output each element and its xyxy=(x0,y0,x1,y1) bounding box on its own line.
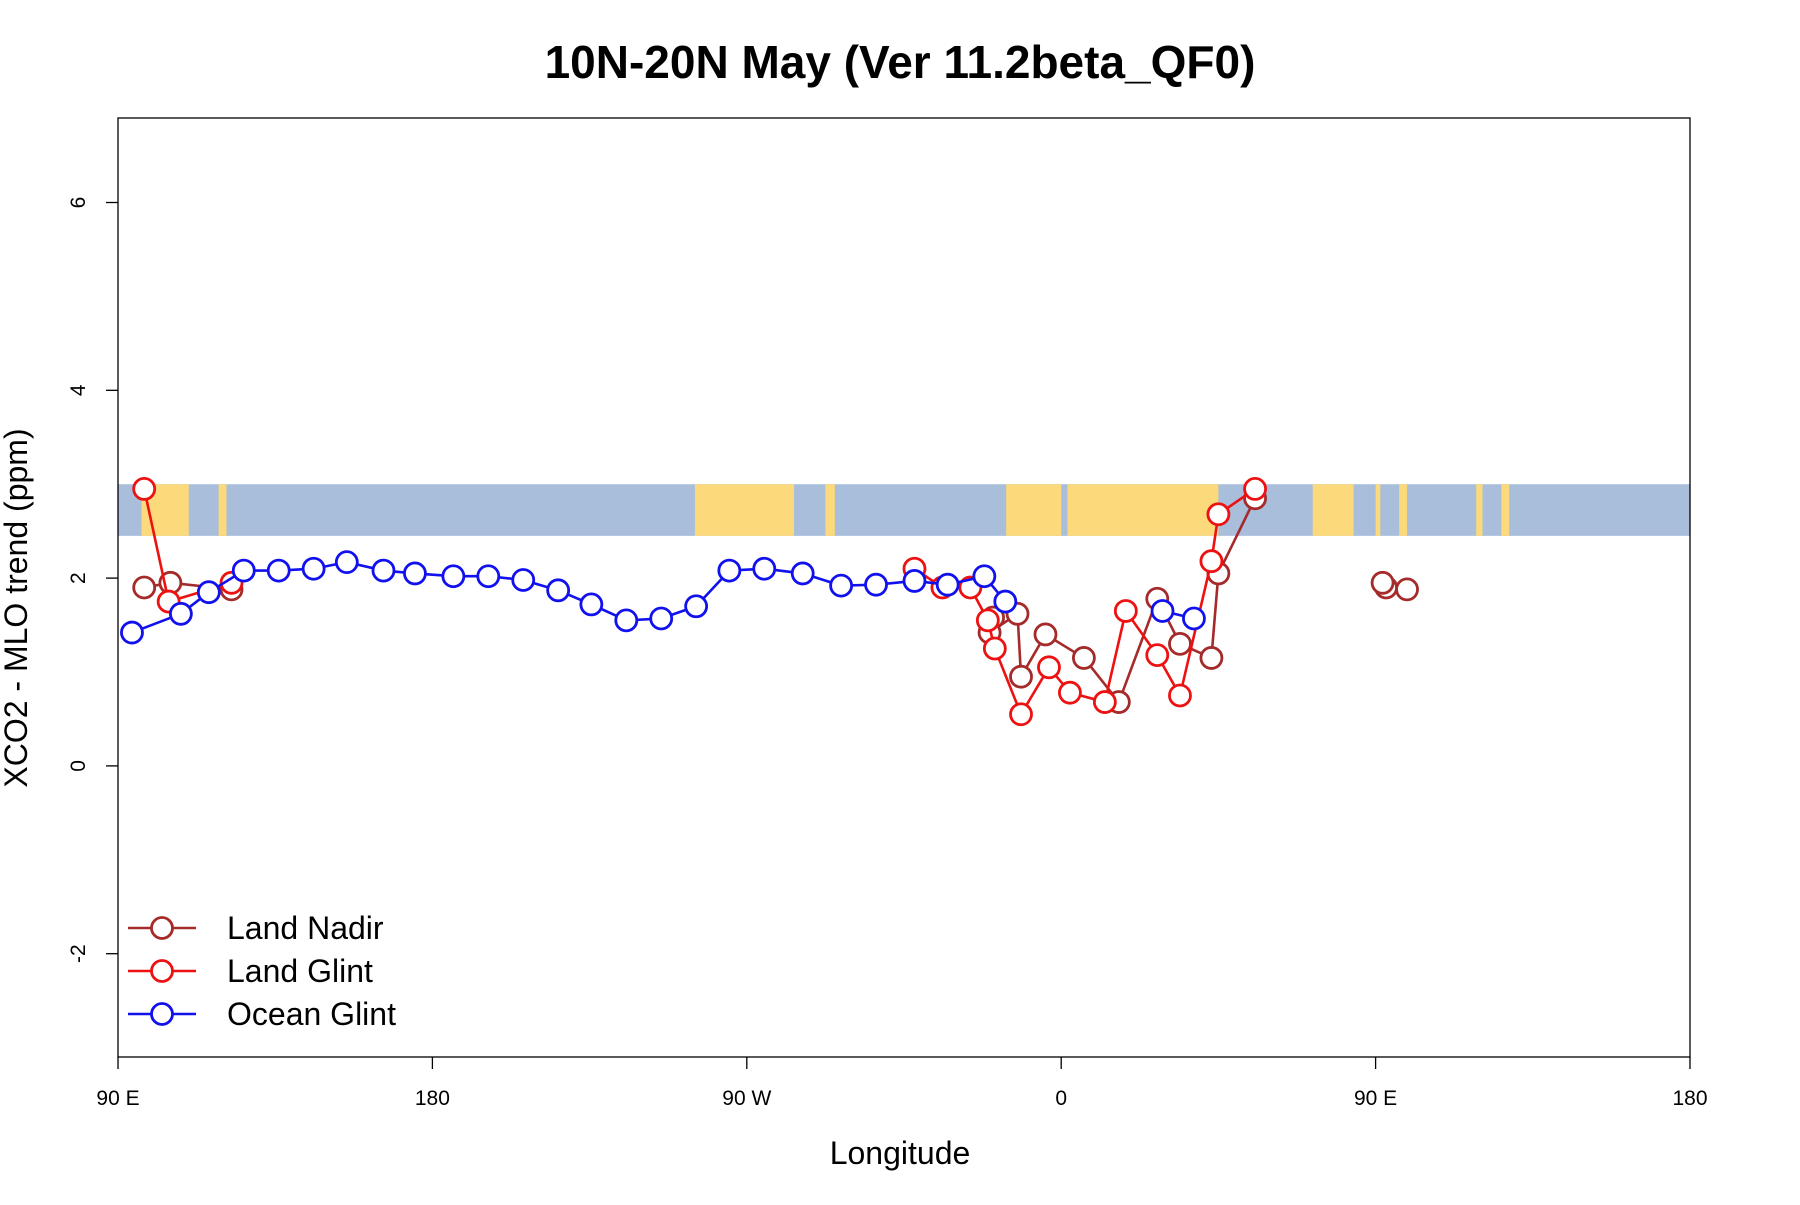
legend-marker xyxy=(150,1002,174,1026)
data-point xyxy=(1009,702,1033,727)
data-point xyxy=(752,556,777,581)
data-point xyxy=(1150,599,1175,623)
data-point xyxy=(231,558,256,583)
x-axis-label: Longitude xyxy=(830,1135,971,1171)
data-point xyxy=(972,564,997,589)
data-point xyxy=(476,564,501,589)
series-line-segment xyxy=(1210,573,1220,659)
y-tick-label: -2 xyxy=(67,944,90,963)
y-tick-label: 6 xyxy=(67,197,90,209)
data-point xyxy=(902,569,927,593)
y-tick-label: 4 xyxy=(67,384,90,396)
data-point xyxy=(649,606,674,631)
series-line-segment xyxy=(1217,497,1257,574)
y-tick-label: 0 xyxy=(67,760,90,772)
data-point xyxy=(579,592,604,617)
data-point xyxy=(1033,622,1058,647)
x-tick-label: 180 xyxy=(415,1087,450,1110)
data-point xyxy=(1395,577,1419,602)
data-point xyxy=(829,573,854,598)
data-point xyxy=(1182,606,1206,631)
data-point xyxy=(1199,549,1224,574)
data-point xyxy=(132,477,157,501)
map-band-land xyxy=(1312,484,1354,536)
map-band-ocean xyxy=(118,484,1690,536)
series-line-segment xyxy=(1103,610,1128,703)
series-line-segment xyxy=(142,488,170,602)
data-point xyxy=(196,580,221,605)
map-band-land xyxy=(1006,484,1062,536)
data-point xyxy=(975,608,1000,633)
map-band-land xyxy=(218,484,227,536)
data-point xyxy=(546,578,571,603)
data-point xyxy=(1145,643,1170,668)
data-point xyxy=(1009,664,1033,689)
data-point xyxy=(1037,655,1061,680)
data-point xyxy=(511,568,536,592)
x-tick-label: 0 xyxy=(1055,1087,1067,1110)
map-band-land xyxy=(1501,484,1510,536)
x-tick-label: 180 xyxy=(1672,1087,1707,1110)
plot-frame xyxy=(117,117,1691,1058)
data-point xyxy=(684,594,709,619)
map-band-land xyxy=(825,484,835,536)
data-point xyxy=(334,550,359,575)
data-point xyxy=(982,636,1007,661)
data-point xyxy=(266,558,291,583)
data-point xyxy=(371,558,396,583)
data-point xyxy=(403,561,427,586)
data-point xyxy=(1206,502,1231,527)
data-point xyxy=(1113,599,1138,623)
map-band-land xyxy=(1067,484,1219,536)
data-point xyxy=(717,558,742,583)
data-point xyxy=(1168,683,1192,708)
data-point xyxy=(935,572,960,597)
data-point xyxy=(864,572,888,597)
y-axis-label: XCO2 - MLO trend (ppm) xyxy=(0,428,34,787)
data-point xyxy=(1058,680,1082,705)
data-point xyxy=(168,601,193,626)
data-point xyxy=(120,620,144,645)
legend-marker xyxy=(150,916,174,940)
x-tick-label: 90 E xyxy=(1354,1087,1397,1110)
data-point xyxy=(1092,690,1117,714)
data-point xyxy=(614,608,639,633)
data-point xyxy=(993,589,1018,614)
data-point xyxy=(132,575,157,600)
data-point xyxy=(1072,646,1096,670)
data-point xyxy=(1168,631,1192,656)
legend: Land Nadir Land Glint Ocean Glint xyxy=(128,910,396,1032)
legend-label: Land Nadir xyxy=(227,910,384,946)
plot-area: 90 E 180 90 W 0 90 E 180 -2 0 2 4 6 xyxy=(67,117,1708,1110)
map-band-land xyxy=(1399,484,1408,536)
x-tick-label: 90 W xyxy=(722,1087,771,1110)
map-band-land xyxy=(1476,484,1483,536)
legend-label: Land Glint xyxy=(227,953,373,989)
series-line-segment xyxy=(1117,598,1159,703)
series-ocean-glint xyxy=(120,550,1206,645)
map-band-land xyxy=(1375,484,1381,536)
legend-label: Ocean Glint xyxy=(227,996,396,1032)
data-point xyxy=(1370,570,1395,595)
data-point xyxy=(790,561,815,586)
data-point xyxy=(301,556,326,581)
legend-marker xyxy=(150,959,174,983)
data-point xyxy=(1199,646,1224,670)
map-band-land xyxy=(694,484,794,536)
data-point xyxy=(1243,477,1267,501)
data-point xyxy=(441,564,466,589)
x-tick-label: 90 E xyxy=(96,1087,139,1110)
chart-title: 10N-20N May (Ver 11.2beta_QF0) xyxy=(545,36,1256,88)
y-tick-label: 2 xyxy=(67,572,90,584)
